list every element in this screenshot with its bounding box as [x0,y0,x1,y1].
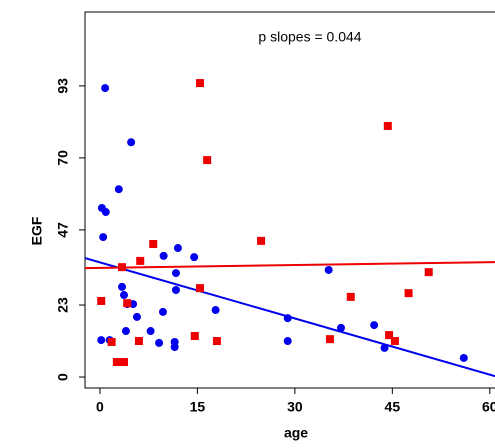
point [171,269,180,278]
point [136,256,145,265]
point [173,244,182,253]
point [119,291,128,300]
point [257,236,266,245]
point [346,292,355,301]
x-axis-label: age [284,425,308,441]
point [325,335,334,344]
point [370,321,379,330]
point [283,314,292,323]
point [337,323,346,332]
point [155,338,164,347]
point [171,286,180,295]
y-tick-label: 93 [55,78,71,94]
point [196,284,205,293]
plot-frame [84,11,495,389]
point [459,353,468,362]
point [118,263,127,272]
annotation: p slopes = 0.044 [258,29,361,45]
point [203,156,212,165]
point [324,265,333,274]
point [132,312,141,321]
point [134,337,143,346]
x-tick-label: 15 [190,399,206,415]
point [158,307,167,316]
point [101,84,110,93]
point [283,337,292,346]
fit-line [85,261,495,270]
point [149,239,158,248]
point [383,121,392,130]
point [119,358,128,367]
point [101,208,110,217]
x-tick-label: 0 [96,399,104,415]
point [97,336,106,345]
y-tick-label: 47 [55,222,71,238]
point [196,79,205,88]
y-tick-label: 23 [55,297,71,313]
point [390,337,399,346]
point [190,332,199,341]
point [146,327,155,336]
point [212,337,221,346]
point [211,306,220,315]
point [97,296,106,305]
point [404,289,413,298]
point [190,253,199,262]
x-tick-label: 30 [287,399,303,415]
point [99,233,108,242]
point [114,185,123,194]
x-tick-label: 60 [482,399,495,415]
point [424,268,433,277]
point [127,138,136,147]
y-axis-label: EGF [29,216,45,245]
point [118,282,127,291]
y-tick-label: 0 [55,373,71,381]
plot-area [85,79,495,378]
point [380,343,389,352]
point [112,358,121,367]
y-tick-label: 70 [55,150,71,166]
point [159,251,168,260]
x-tick-label: 45 [385,399,401,415]
point [385,331,394,340]
point [170,342,179,351]
point [123,299,132,308]
point [121,327,130,336]
point [107,337,116,346]
